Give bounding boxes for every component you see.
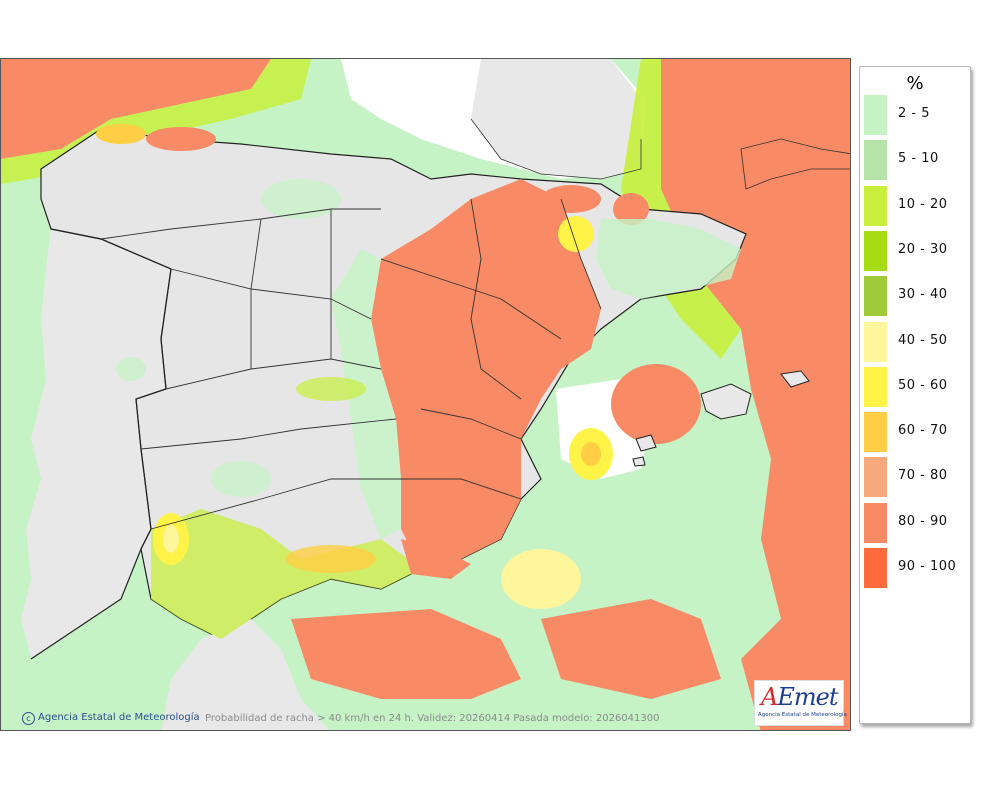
legend-title: % <box>906 73 924 94</box>
legend-label: 40 - 50 <box>898 332 948 348</box>
legend-label: 80 - 90 <box>898 513 948 529</box>
legend-swatch <box>864 457 887 498</box>
legend-item: 60 - 70 <box>864 412 968 453</box>
aemet-logo-subtitle: Agencia Estatal de Meteorología <box>758 712 847 718</box>
france-coast <box>470 118 850 190</box>
legend-item: 90 - 100 <box>864 548 968 588</box>
legend-panel: % 2 - 5 5 - 10 10 - 20 20 - 30 30 - 40 40 - 5… <box>859 66 971 724</box>
legend-swatch <box>864 276 887 317</box>
legend-item: 30 - 40 <box>864 276 968 317</box>
legend-item: 10 - 20 <box>864 185 968 226</box>
legend-label: 30 - 40 <box>898 287 948 303</box>
aemet-logo-mark: AEmet <box>761 683 838 711</box>
legend-label: 60 - 70 <box>898 423 948 439</box>
copyright-icon: c <box>22 712 35 725</box>
portugal-border <box>30 228 172 660</box>
aemet-logo: AEmet Agencia Estatal de Meteorología <box>754 680 847 726</box>
legend-item: 50 - 60 <box>864 366 968 407</box>
north-africa-land <box>161 619 330 730</box>
legend-item: 80 - 90 <box>864 502 968 543</box>
legend-item: 70 - 80 <box>864 457 968 498</box>
agency-credit-text: Agencia Estatal de Meteorología <box>38 712 200 723</box>
legend-label: 20 - 30 <box>898 241 948 257</box>
legend-item: 40 - 50 <box>864 321 968 362</box>
land-probability-layer <box>96 124 741 639</box>
legend-swatch <box>864 140 887 181</box>
legend-label: 10 - 20 <box>898 196 948 212</box>
balearic-islands <box>632 370 810 467</box>
legend-swatch <box>864 412 887 453</box>
legend-swatch <box>864 230 887 271</box>
map-canvas <box>1 59 850 730</box>
legend-item: 5 - 10 <box>864 140 968 181</box>
legend-swatch <box>864 185 887 226</box>
legend-swatch <box>864 366 887 407</box>
legend-label: 90 - 100 <box>898 559 957 574</box>
legend-label: 50 - 60 <box>898 377 948 393</box>
legend-swatch <box>864 502 887 543</box>
portugal-land <box>21 229 171 659</box>
legend-label: 70 - 80 <box>898 468 948 484</box>
forecast-map <box>0 58 851 731</box>
region-borders <box>100 198 602 530</box>
legend-swatch <box>864 548 887 588</box>
legend-label: 2 - 5 <box>898 106 930 121</box>
legend-swatch <box>864 95 887 135</box>
legend-label: 5 - 10 <box>898 151 939 167</box>
map-description: Probabilidad de racha > 40 km/h en 24 h.… <box>205 713 660 724</box>
legend-item: 2 - 5 <box>864 95 968 135</box>
agency-credit: c Agencia Estatal de Meteorología <box>22 712 200 725</box>
legend-swatch <box>864 321 887 362</box>
legend-item: 20 - 30 <box>864 230 968 271</box>
